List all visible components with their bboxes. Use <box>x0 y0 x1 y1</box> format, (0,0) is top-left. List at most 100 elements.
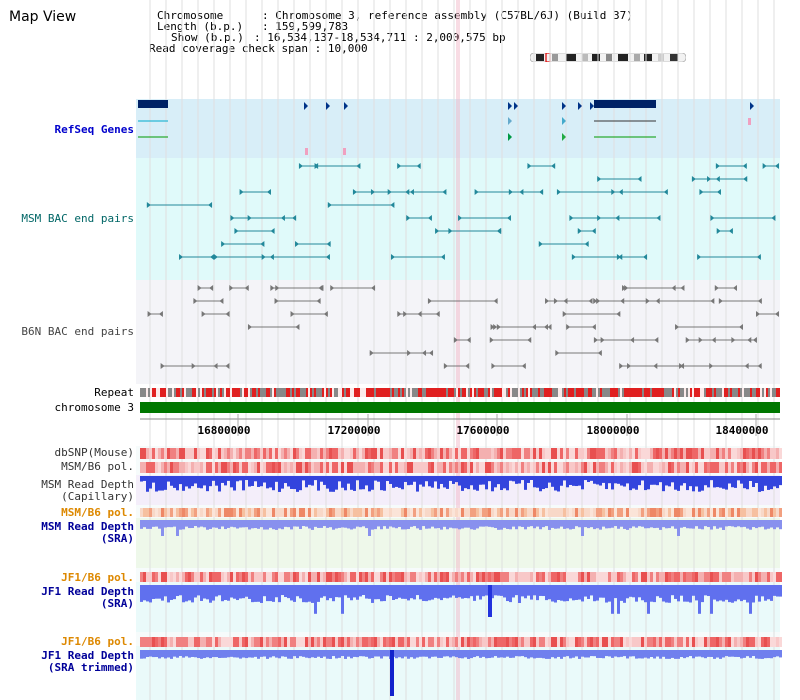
dbsnp-cell <box>185 448 188 459</box>
track-label-chromosome[interactable]: chromosome 3 <box>0 402 134 414</box>
dbsnp-cell <box>257 448 260 459</box>
jf1-b6-pol1-cell <box>455 572 458 582</box>
msm-sra-depth-bar <box>575 520 578 527</box>
dbsnp-cell <box>542 448 545 459</box>
dbsnp-cell <box>689 448 692 459</box>
msm-bac-pair-end <box>213 254 218 260</box>
msm-b6-pol1-cell <box>269 462 272 473</box>
track-label-msm-b6-pol-1[interactable]: MSM/B6 pol. <box>0 461 134 473</box>
track-label-jf1-b6-pol-2[interactable]: JF1/B6 pol. <box>0 636 134 648</box>
chromosome-ideogram[interactable] <box>530 53 686 62</box>
msm-b6-pol1-cell <box>434 462 437 473</box>
jf1-b6-pol2-cell <box>695 637 698 647</box>
jf1-b6-pol1-cell <box>206 572 209 582</box>
repeat-bar <box>736 388 738 397</box>
jf1-sra-depth-bar <box>611 585 614 614</box>
track-label-msm-depth-sra[interactable]: MSM Read Depth (SRA) <box>0 521 134 545</box>
jf1-trim-depth-bar <box>395 650 398 659</box>
repeat-bar <box>380 388 382 397</box>
repeat-bar <box>178 388 180 397</box>
msm-capillary-depth-bar <box>698 476 701 492</box>
repeat-bar <box>754 388 756 397</box>
track-label-msm-bac[interactable]: MSM BAC end pairs <box>0 213 134 225</box>
msm-sra-depth-bar <box>530 520 533 527</box>
dbsnp-cell <box>560 448 563 459</box>
track-label-jf1-depth-sra[interactable]: JF1 Read Depth (SRA) <box>0 586 134 610</box>
msm-b6-pol1-cell <box>341 462 344 473</box>
repeat-bar <box>446 388 448 397</box>
jf1-trim-depth-bar <box>374 650 377 657</box>
msm-b6-pol2-cell <box>260 508 263 517</box>
dbsnp-cell <box>539 448 542 459</box>
jf1-b6-pol2-cell <box>173 637 176 647</box>
msm-capillary-depth-bar <box>506 476 509 491</box>
repeat-bar <box>704 388 706 397</box>
repeat-bar <box>542 388 544 397</box>
b6n-bac-pair-end <box>225 363 230 369</box>
jf1-sra-depth-bar <box>410 585 413 599</box>
gene-block <box>594 100 656 108</box>
track-label-repeat[interactable]: Repeat <box>0 387 134 399</box>
track-label-msm-depth-capillary[interactable]: MSM Read Depth (Capillary) <box>0 479 134 503</box>
msm-sra-depth-bar <box>725 520 728 527</box>
track-label-jf1-b6-pol-1[interactable]: JF1/B6 pol. <box>0 572 134 584</box>
jf1-trim-depth-bar <box>473 650 476 658</box>
jf1-b6-pol1-cell <box>200 572 203 582</box>
jf1-b6-pol2-cell <box>284 637 287 647</box>
msm-capillary-depth-bar <box>266 476 269 489</box>
msm-b6-pol1-cell <box>596 462 599 473</box>
jf1-b6-pol1-cell <box>221 572 224 582</box>
b6n-bac-pair-end <box>718 298 723 304</box>
repeat-bar <box>412 388 414 397</box>
track-label-msm-b6-pol-2[interactable]: MSM/B6 pol. <box>0 507 134 519</box>
b6n-bac-pair-end <box>591 324 596 330</box>
track-label-b6n-bac[interactable]: B6N BAC end pairs <box>0 326 134 338</box>
jf1-b6-pol2-cell <box>557 637 560 647</box>
jf1-b6-pol1-cell <box>671 572 674 582</box>
repeat-bar <box>388 388 390 397</box>
msm-b6-pol2-cell <box>614 508 617 517</box>
msm-b6-pol1-cell <box>503 462 506 473</box>
repeat-bar <box>374 388 376 397</box>
jf1-sra-depth-bar <box>152 585 155 599</box>
msm-sra-depth-bar <box>752 520 755 528</box>
dbsnp-cell <box>629 448 632 459</box>
dbsnp-cell <box>776 448 779 459</box>
jf1-trim-depth-bar <box>293 650 296 657</box>
jf1-b6-pol1-cell <box>746 572 749 582</box>
track-label-refseq-genes[interactable]: RefSeq Genes <box>0 124 134 136</box>
repeat-bar <box>378 388 380 397</box>
track-label-dbsnp[interactable]: dbSNP(Mouse) <box>0 447 134 459</box>
repeat-bar <box>424 388 426 397</box>
dbsnp-cell <box>227 448 230 459</box>
msm-b6-pol1-cell <box>563 462 566 473</box>
repeat-bar <box>776 388 778 397</box>
msm-sra-depth-bar <box>692 520 695 529</box>
msm-b6-pol2-cell <box>644 508 647 517</box>
track-label-jf1-depth-sra-trimmed[interactable]: JF1 Read Depth (SRA trimmed) <box>0 650 134 674</box>
jf1-b6-pol2-cell <box>236 637 239 647</box>
dbsnp-cell <box>164 448 167 459</box>
jf1-depth-sra-trimmed-text: JF1 Read Depth (SRA trimmed) <box>41 649 134 674</box>
msm-capillary-depth-bar <box>308 476 311 485</box>
dbsnp-cell <box>572 448 575 459</box>
jf1-trim-depth-bar <box>344 650 347 659</box>
msm-b6-pol1-cell <box>386 462 389 473</box>
jf1-b6-pol2-cell <box>239 637 242 647</box>
msm-b6-pol1-cell <box>512 462 515 473</box>
jf1-b6-pol1-cell <box>284 572 287 582</box>
dbsnp-cell <box>236 448 239 459</box>
msm-b6-pol2-cell <box>557 508 560 517</box>
msm-sra-depth-bar <box>422 520 425 527</box>
repeat-bar <box>564 388 566 397</box>
jf1-trim-depth-bar <box>572 650 575 658</box>
msm-b6-pol1-cell <box>185 462 188 473</box>
dbsnp-cell <box>146 448 149 459</box>
msm-b6-pol1-cell <box>758 462 761 473</box>
msm-b6-pol1-cell <box>296 462 299 473</box>
dbsnp-cell <box>464 448 467 459</box>
jf1-trim-depth-bar <box>548 650 551 659</box>
jf1-b6-pol1-cell <box>653 572 656 582</box>
b6n-bac-pair-end <box>496 324 501 330</box>
msm-bac-pair-end <box>234 228 239 234</box>
